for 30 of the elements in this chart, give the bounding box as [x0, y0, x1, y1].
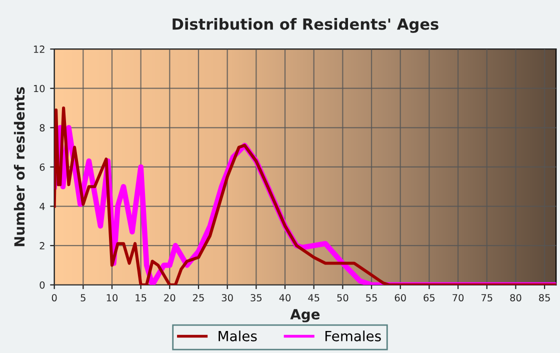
y-tick-label: 2 [40, 242, 44, 250]
y-tick-label: 8 [40, 124, 45, 132]
x-tick-label: 0 [52, 294, 57, 302]
x-tick-label: 75 [481, 294, 492, 302]
chart-title: Distribution of Residents' Ages [172, 18, 438, 33]
x-tick-label: 80 [510, 294, 522, 302]
y-tick-label: 12 [34, 46, 44, 53]
x-tick-label: 15 [136, 294, 146, 302]
y-tick-label: 4 [40, 202, 45, 210]
x-tick-label: 50 [337, 294, 348, 302]
x-tick-label: 5 [80, 294, 86, 302]
y-tick-label: 10 [34, 84, 45, 92]
x-tick-label: 70 [452, 294, 464, 302]
x-tick-label: 35 [250, 294, 262, 302]
x-tick-label: 65 [424, 294, 435, 302]
x-tick-label: 55 [366, 294, 377, 302]
legend-label: Females [325, 330, 381, 342]
y-axis-title: Number of residents [14, 87, 25, 246]
x-tick-label: 45 [308, 294, 320, 302]
x-tick-label: 25 [193, 294, 204, 302]
x-tick-label: 85 [539, 294, 550, 302]
legend-label: Males [218, 330, 257, 342]
y-tick-label: 0 [40, 281, 45, 289]
x-tick-label: 10 [106, 294, 118, 302]
x-tick-label: 60 [394, 294, 406, 302]
x-axis-title: Age [290, 309, 320, 322]
x-tick-label: 20 [164, 294, 176, 302]
y-tick-label: 6 [40, 163, 45, 171]
x-tick-label: 30 [222, 294, 233, 302]
x-tick-label: 40 [279, 294, 291, 302]
